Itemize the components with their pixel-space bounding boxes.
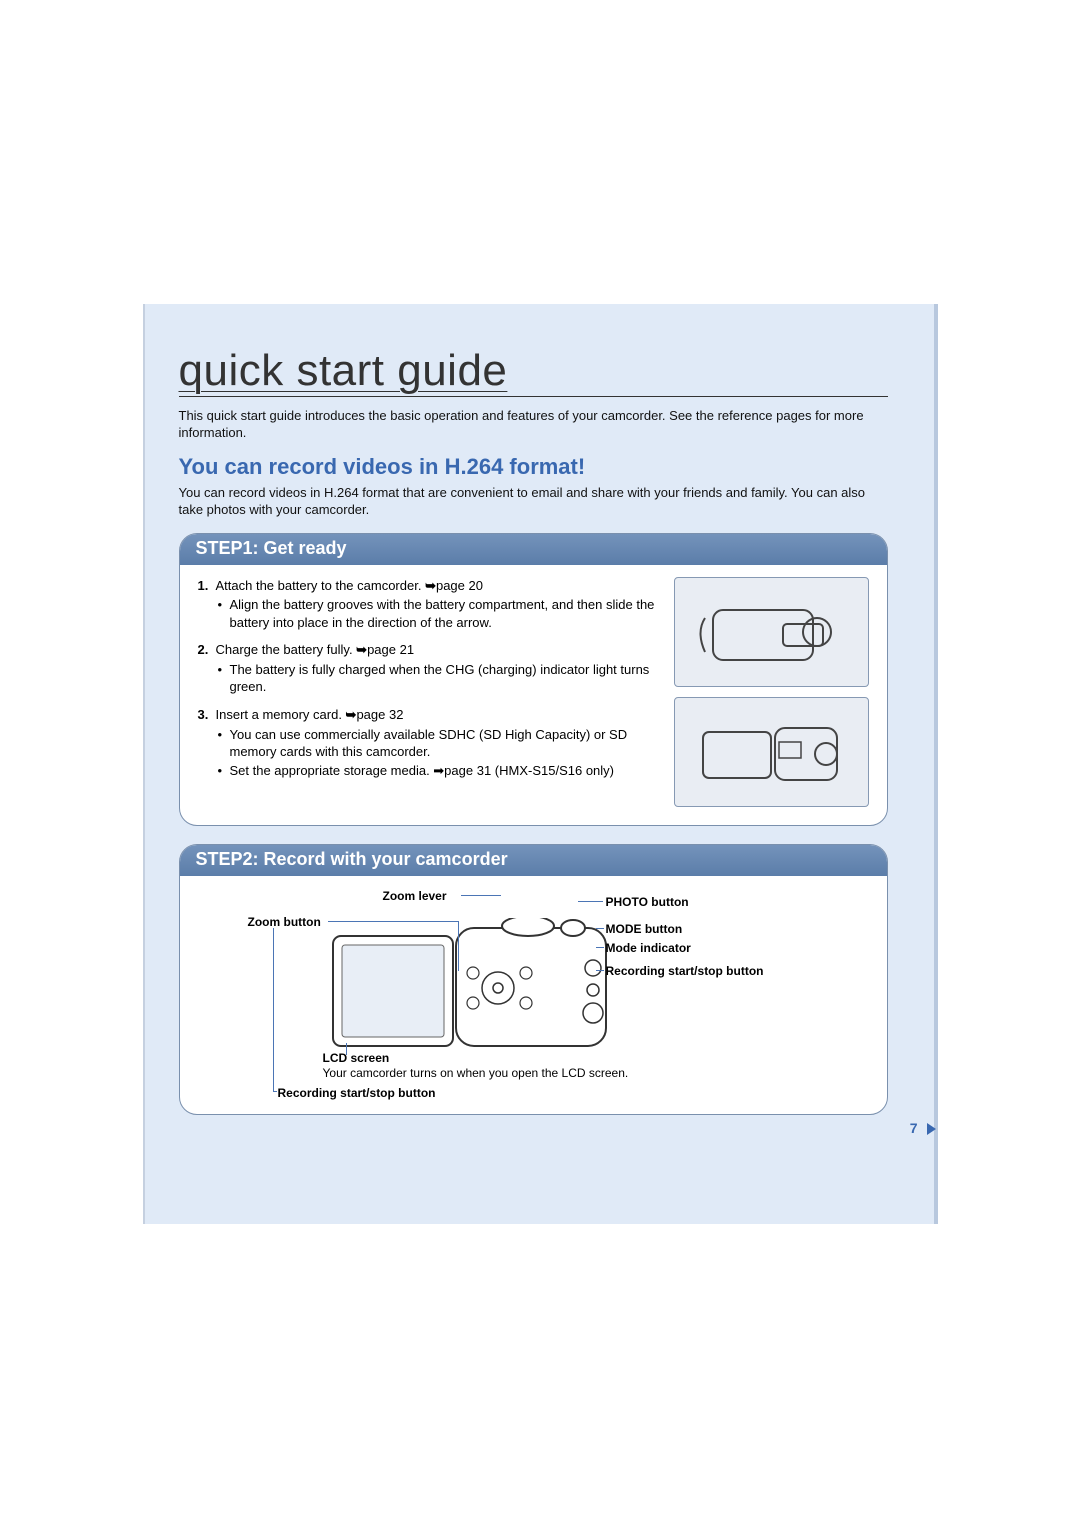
arrow-icon: ➥ <box>425 578 436 593</box>
item-ref: page 20 <box>436 578 483 593</box>
item-text: Attach the battery to the camcorder. <box>216 578 426 593</box>
step2-header: STEP2: Record with your camcorder <box>180 845 887 876</box>
item-text: Charge the battery fully. <box>216 642 357 657</box>
leader-line <box>458 921 459 971</box>
item-bullets: You can use commercially available SDHC … <box>216 726 658 780</box>
section-subhead: You can record videos in H.264 format! <box>179 454 888 480</box>
label-photo-button: PHOTO button <box>606 894 689 910</box>
label-mode-button: MODE button <box>606 921 683 937</box>
leader-line <box>273 1091 277 1092</box>
item-num: 2. <box>198 641 209 659</box>
leader-line <box>578 901 603 902</box>
item-num: 1. <box>198 577 209 595</box>
item-text: Insert a memory card. <box>216 707 346 722</box>
subhead-desc: You can record videos in H.264 format th… <box>179 484 888 519</box>
camcorder-diagram: Zoom lever Zoom button PHOTO button MODE… <box>198 888 869 1098</box>
leader-line <box>596 970 604 971</box>
bullet: The battery is fully charged when the CH… <box>230 661 658 696</box>
step1-list: 1. Attach the battery to the camcorder. … <box>198 577 658 779</box>
step1-images <box>674 577 869 807</box>
battery-illustration <box>674 577 869 687</box>
leader-line <box>461 895 501 896</box>
bullet: You can use commercially available SDHC … <box>230 726 658 761</box>
bullet: Set the appropriate storage media. ➡page… <box>230 762 658 780</box>
leader-line <box>273 928 274 1091</box>
step1-item-3: 3. Insert a memory card. ➥page 32 You ca… <box>198 706 658 779</box>
step1-header: STEP1: Get ready <box>180 534 887 565</box>
leader-line <box>346 1043 347 1055</box>
step1-box: STEP1: Get ready 1. Attach the battery t… <box>179 533 888 826</box>
leader-line <box>596 928 604 929</box>
camcorder-card-icon <box>691 712 851 792</box>
bullet: Align the battery grooves with the batte… <box>230 596 658 631</box>
label-mode-indicator: Mode indicator <box>606 940 691 956</box>
step1-item-1: 1. Attach the battery to the camcorder. … <box>198 577 658 632</box>
step1-body: 1. Attach the battery to the camcorder. … <box>180 565 887 825</box>
manual-page: quick start guide This quick start guide… <box>143 304 938 1224</box>
step2-box: STEP2: Record with your camcorder <box>179 844 888 1115</box>
memory-card-illustration <box>674 697 869 807</box>
item-ref: page 32 <box>356 707 403 722</box>
page-number: 7 <box>910 1120 918 1136</box>
label-lcd-desc: Your camcorder turns on when you open th… <box>323 1065 629 1081</box>
label-zoom-button: Zoom button <box>248 914 321 930</box>
label-rec-bottom: Recording start/stop button <box>278 1085 436 1101</box>
step1-item-2: 2. Charge the battery fully. ➥page 21 Th… <box>198 641 658 696</box>
arrow-icon: ➥ <box>346 707 357 722</box>
step2-body: Zoom lever Zoom button PHOTO button MODE… <box>180 876 887 1114</box>
vertical-accent <box>934 304 938 1224</box>
step1-text: 1. Attach the battery to the camcorder. … <box>198 577 658 807</box>
label-zoom-lever: Zoom lever <box>383 888 447 904</box>
arrow-icon: ➥ <box>356 642 367 657</box>
label-lcd: LCD screen <box>323 1050 390 1066</box>
leader-line <box>328 921 458 922</box>
label-rec-right: Recording start/stop button <box>606 963 764 979</box>
item-num: 3. <box>198 706 209 724</box>
leader-line <box>596 947 604 948</box>
item-bullets: The battery is fully charged when the CH… <box>216 661 658 696</box>
page-title: quick start guide <box>179 346 508 396</box>
title-row: quick start guide <box>179 346 888 397</box>
intro-text: This quick start guide introduces the ba… <box>179 407 888 442</box>
item-bullets: Align the battery grooves with the batte… <box>216 596 658 631</box>
camcorder-battery-icon <box>691 592 851 672</box>
item-ref: page 21 <box>367 642 414 657</box>
